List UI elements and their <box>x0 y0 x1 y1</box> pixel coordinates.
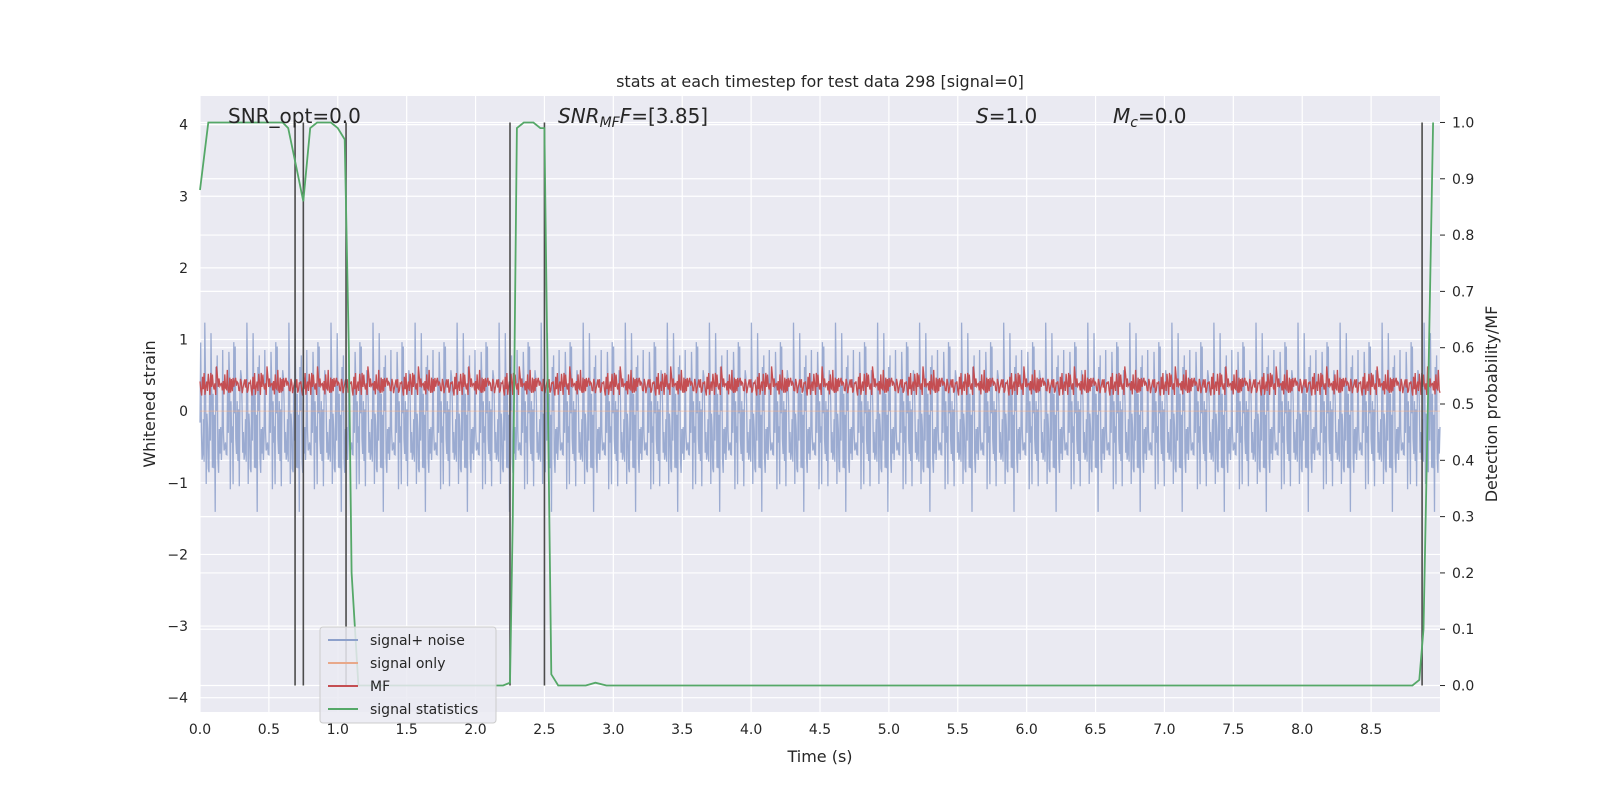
y-tick-label: −3 <box>167 619 188 635</box>
y2-tick-label: 0.8 <box>1452 228 1474 244</box>
x-tick-label: 4.5 <box>809 722 831 738</box>
x-tick-label: 7.5 <box>1222 722 1244 738</box>
y2-tick-label: 0.3 <box>1452 510 1474 526</box>
s-main: S <box>976 104 989 128</box>
x-axis-label: Time (s) <box>786 747 852 766</box>
x-tick-label: 4.0 <box>740 722 762 738</box>
signal-statistics-line <box>199 121 1434 687</box>
y-tick-label: −2 <box>167 547 188 563</box>
y-axis-label: Whitened strain <box>140 340 159 467</box>
legend-label-signal-only: signal only <box>370 656 445 672</box>
x-tick-label: 6.0 <box>1016 722 1038 738</box>
legend-label-signal-statistics: signal statistics <box>370 702 478 718</box>
x-tick-label: 2.5 <box>533 722 555 738</box>
legend: signal+ noise signal only MF signal stat… <box>319 626 497 724</box>
y2-tick-label: 1.0 <box>1452 115 1474 131</box>
y-tick-label: −4 <box>167 691 188 707</box>
x-tick-label: 0.0 <box>189 722 211 738</box>
y-tick-label: 2 <box>179 261 188 277</box>
s-annotation: S=1.0 <box>976 104 1037 128</box>
x-tick-label: 5.0 <box>878 722 900 738</box>
snr-mf-f: F <box>620 104 632 128</box>
y2-tick-label: 0.9 <box>1452 172 1474 188</box>
mc-rest: =0.0 <box>1138 104 1187 128</box>
snr-mf-rest: =[3.85] <box>631 104 708 128</box>
mc-sub: c <box>1130 115 1138 131</box>
s-rest: =1.0 <box>989 104 1038 128</box>
y2-tick-label: 0.1 <box>1452 622 1474 638</box>
x-tick-label: 3.0 <box>602 722 624 738</box>
y2-tick-label: 0.5 <box>1452 397 1474 413</box>
tick-labels: 0.0 0.5 1.0 1.5 2.0 2.5 3.0 3.5 4.0 4.5 5.0 5.5 6.0 6… <box>167 115 1474 738</box>
mc-annotation: Mc=0.0 <box>1113 104 1187 131</box>
mc-main: M <box>1113 104 1130 128</box>
y2-tick-label: 0.0 <box>1452 679 1474 695</box>
x-tick-label: 8.5 <box>1360 722 1382 738</box>
vertical-markers <box>294 122 1423 686</box>
y-tick-label: 0 <box>179 404 188 420</box>
x-tick-label: 6.5 <box>1084 722 1106 738</box>
y2-axis-label: Detection probability/MF <box>1482 306 1501 503</box>
y2-tick-label: 0.2 <box>1452 566 1474 582</box>
x-tick-label: 5.5 <box>947 722 969 738</box>
x-tick-label: 1.5 <box>396 722 418 738</box>
snr-mf-annotation: SNRMFF=[3.85] <box>558 104 708 131</box>
snr-opt-annotation: SNR_opt=0.0 <box>228 104 361 128</box>
x-tick-label: 8.0 <box>1291 722 1313 738</box>
signal-noise-line <box>199 322 1441 512</box>
x-tick-label: 7.0 <box>1153 722 1175 738</box>
legend-label-signal-noise: signal+ noise <box>370 633 465 649</box>
mf-series <box>199 366 1441 396</box>
legend-box <box>319 626 497 724</box>
y2-tick-label: 0.6 <box>1452 341 1474 357</box>
signal-statistics-series <box>199 121 1434 687</box>
y-tick-label: 3 <box>179 189 188 205</box>
x-tick-label: 2.0 <box>464 722 486 738</box>
x-tick-label: 0.5 <box>258 722 280 738</box>
x-tick-label: 3.5 <box>671 722 693 738</box>
y-tick-label: 4 <box>179 118 188 134</box>
legend-label-mf: MF <box>370 679 390 695</box>
mf-line <box>199 366 1441 396</box>
y-tick-label: 1 <box>179 333 188 349</box>
signal-noise-series <box>199 322 1441 512</box>
chart-title: stats at each timestep for test data 298… <box>616 72 1024 91</box>
snr-mf-main: SNR <box>558 104 600 128</box>
y-tick-label: −1 <box>167 476 188 492</box>
x-tick-label: 1.0 <box>327 722 349 738</box>
y2-tick-label: 0.4 <box>1452 453 1474 469</box>
y2-tick-label: 0.7 <box>1452 284 1474 300</box>
snr-mf-sub: MF <box>600 115 621 131</box>
